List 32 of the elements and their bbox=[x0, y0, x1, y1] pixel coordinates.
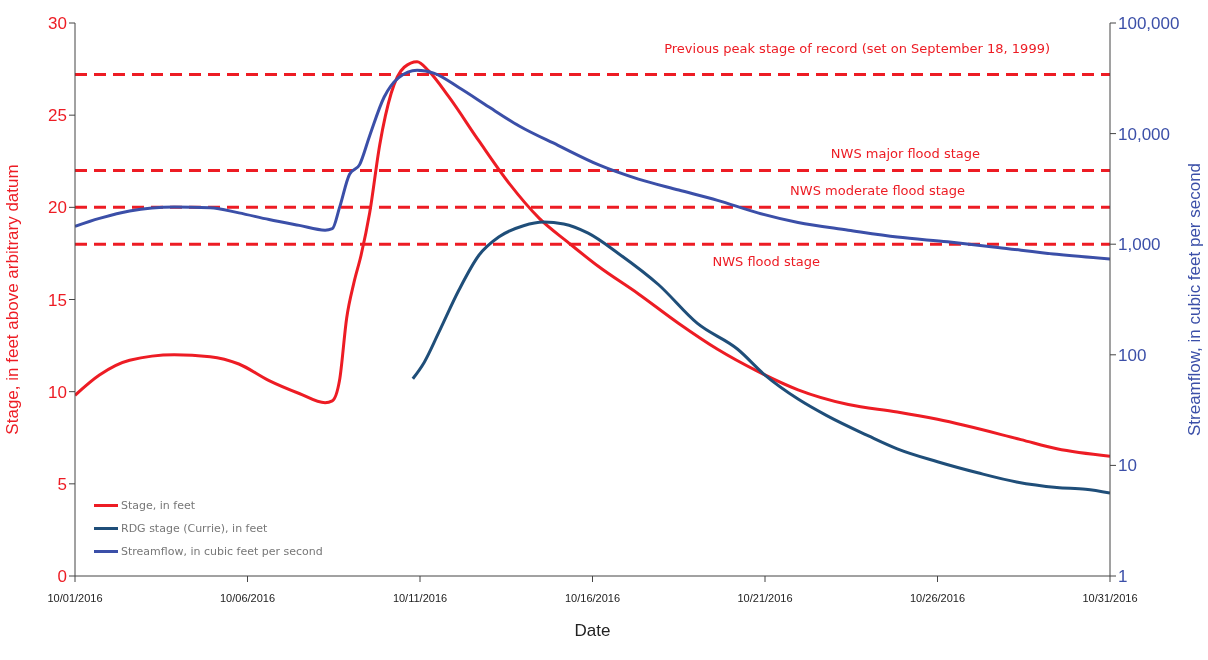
x-axis-title: Date bbox=[574, 621, 611, 640]
x-tick-label: 10/26/2016 bbox=[909, 591, 966, 604]
y-tick-label: 30 bbox=[48, 14, 67, 34]
x-tick-label: 10/06/2016 bbox=[219, 591, 276, 604]
x-tick-label: 10/11/2016 bbox=[392, 591, 448, 604]
line-series bbox=[75, 60, 1110, 458]
y-tick-label: 10 bbox=[48, 382, 67, 402]
y-tick-label: 15 bbox=[48, 290, 67, 310]
y2-tick-label: 1 bbox=[1118, 567, 1128, 587]
line-series bbox=[411, 220, 1110, 495]
y2-tick-label: 10,000 bbox=[1118, 124, 1170, 144]
y-tick-label: 5 bbox=[57, 474, 67, 494]
legend-label: RDG stage (Currie), in feet bbox=[121, 521, 268, 537]
ref-line-label: Previous peak stage of record (set on September 18, 1999) bbox=[664, 40, 1050, 56]
x-tick-label: 10/21/2016 bbox=[737, 591, 793, 604]
legend-label: Streamflow, in cubic feet per second bbox=[121, 544, 323, 560]
x-tick-label: 10/31/2016 bbox=[1082, 591, 1138, 604]
x-tick-label: 10/16/2016 bbox=[564, 591, 621, 604]
y2-tick-label: 10 bbox=[1118, 456, 1137, 476]
ref-line-label: NWS moderate flood stage bbox=[790, 183, 965, 199]
y-tick-label: 25 bbox=[48, 106, 67, 126]
ref-line-label: NWS major flood stage bbox=[830, 146, 980, 162]
y-tick-label: 20 bbox=[48, 198, 67, 218]
y-axis-title: Stage, in feet above arbitrary datum bbox=[3, 164, 23, 435]
y2-tick-label: 100,000 bbox=[1118, 14, 1180, 34]
y2-tick-label: 100 bbox=[1118, 345, 1147, 365]
ref-line-label: NWS flood stage bbox=[712, 254, 820, 270]
y-tick-label: 0 bbox=[57, 567, 67, 587]
y2-axis-title: Streamflow, in cubic feet per second bbox=[1185, 162, 1205, 437]
x-tick-label: 10/01/2016 bbox=[47, 591, 103, 604]
y2-tick-label: 1,000 bbox=[1118, 235, 1161, 255]
legend-label: Stage, in feet bbox=[121, 498, 196, 514]
